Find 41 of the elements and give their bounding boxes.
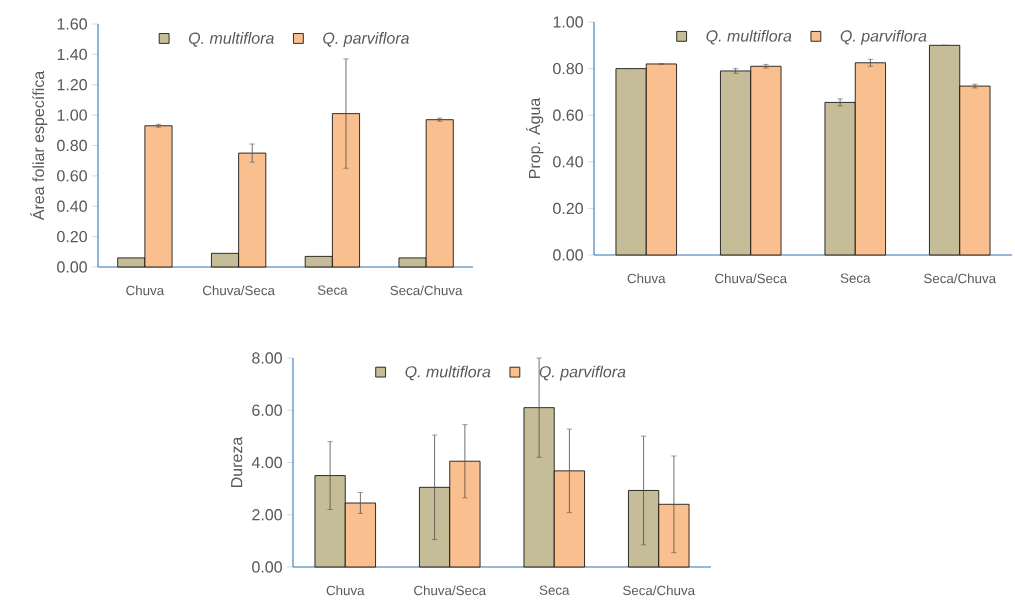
y-tick-label: 1.00 [57,109,87,121]
x-tick-label: Chuva [627,273,666,284]
x-tick-label: Chuva/Seca [202,285,275,296]
y-tick-label: 2.00 [252,509,282,521]
y-tick-label: 0.00 [553,249,583,261]
legend-label: Q. multiflora [706,29,792,45]
y-tick-label: 0.20 [57,230,87,243]
y-tick-label: 0.00 [252,561,282,573]
y-axis-title: Área foliar específica [30,70,48,221]
legend-label: Q. multiflora [405,365,491,381]
y-tick-label: 8.00 [252,352,282,364]
y-tick-label: 0.20 [553,202,583,215]
legend-label: Q. parviflora [539,365,626,381]
x-tick-label: Chuva [326,585,365,596]
legend-label: Q. parviflora [323,32,409,47]
legend-label: Q. parviflora [840,29,927,45]
x-tick-label: Seca/Chuva [924,273,997,284]
y-axis-title: Dureza [231,436,243,487]
x-tick-label: Seca/Chuva [390,285,463,296]
y-tick-label: 0.40 [553,156,583,168]
y-tick-label: 6.00 [252,404,282,416]
x-tick-label: Chuva/Seca [715,273,788,284]
y-tick-label: 0.80 [57,139,87,152]
y-tick-label: 1.60 [57,18,87,30]
x-tick-label: Seca/Chuva [623,585,696,596]
y-tick-label: 4.00 [251,456,282,469]
y-tick-label: 0.00 [57,261,87,273]
y-tick-label: 1.20 [57,79,87,91]
y-tick-label: 0.60 [553,109,583,121]
y-tick-label: 1.40 [57,48,87,61]
x-tick-label: Seca [840,273,871,283]
legend-label: Q. multiflora [188,32,274,47]
y-tick-label: 0.80 [553,62,583,75]
x-tick-label: Chuva/Seca [414,585,487,596]
x-tick-label: Seca [539,585,570,595]
y-axis-title: Prop. Água [526,97,544,178]
y-tick-label: 0.40 [57,200,87,212]
y-tick-label: 0.60 [57,170,87,182]
x-tick-label: Seca [317,285,348,295]
y-tick-label: 1.00 [553,16,583,28]
x-tick-label: Chuva [126,285,165,296]
